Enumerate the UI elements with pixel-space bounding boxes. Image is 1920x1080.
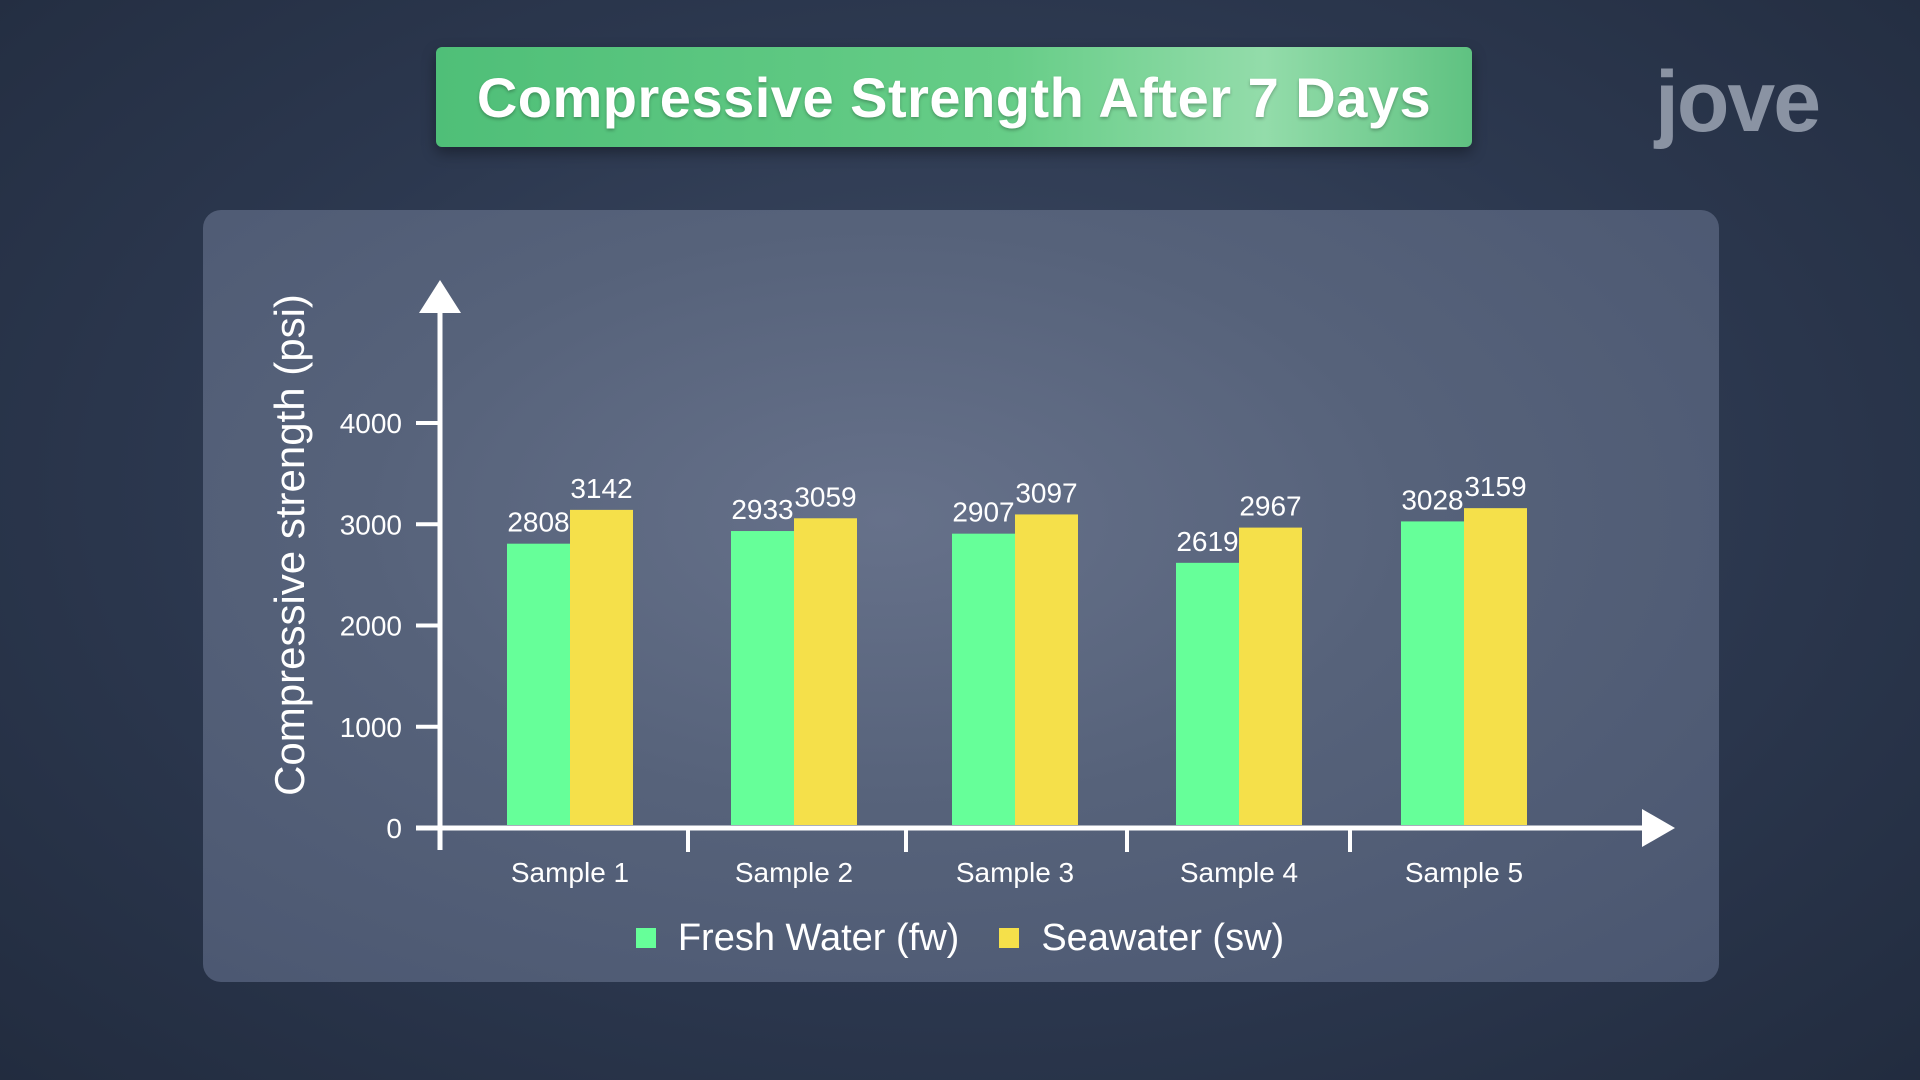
data-label-seawater-1: 3142 [570,473,632,504]
bar-fresh-water-3 [952,533,1015,825]
page-title: Compressive Strength After 7 Days [476,65,1432,129]
bar-seawater-1 [570,509,633,825]
x-tick-label-5: Sample 5 [1405,857,1523,888]
data-label-seawater-3: 3097 [1015,477,1077,508]
legend-label-seawater: Seawater (sw) [1041,916,1285,959]
legend-swatch-fresh-water [635,928,656,948]
y-tick-label-0: 0 [386,813,402,844]
x-tick-label-4: Sample 4 [1180,857,1298,888]
chart-bars [507,508,1527,825]
bar-seawater-5 [1464,508,1527,825]
logo-text: jove [1655,54,1821,150]
x-tick-label-2: Sample 2 [735,857,853,888]
bar-fresh-water-2 [731,531,794,825]
legend-item-seawater: Seawater (sw) [999,917,1284,960]
y-axis-arrow [419,280,461,313]
y-tick-label-4000: 4000 [340,408,402,439]
bar-seawater-3 [1015,514,1078,825]
data-label-seawater-4: 2967 [1239,491,1301,522]
y-tick-label-2000: 2000 [340,611,402,642]
bar-seawater-2 [794,518,857,825]
data-label-fresh-water-1: 2808 [507,507,569,538]
legend-item-fresh-water: Fresh Water (fw) [635,916,960,960]
jove-logo: jove [1655,52,1821,152]
data-label-seawater-2: 3059 [794,481,856,512]
bar-fresh-water-1 [507,543,570,825]
legend-label-fresh-water: Fresh Water (fw) [677,916,960,959]
title-banner: Compressive Strength After 7 Days [436,47,1472,147]
data-label-seawater-5: 3159 [1464,471,1526,502]
chart-legend: Fresh Water (fw) Seawater (sw) [0,910,1920,966]
y-tick-label-3000: 3000 [340,509,402,540]
data-label-fresh-water-2: 2933 [731,494,793,525]
chart-axes [416,280,1675,852]
bar-fresh-water-5 [1401,521,1464,825]
x-axis-arrow [1642,809,1675,847]
data-label-fresh-water-5: 3028 [1401,484,1463,515]
x-tick-label-3: Sample 3 [956,857,1074,888]
data-label-fresh-water-3: 2907 [952,497,1014,528]
chart-labels: 0 1000 2000 3000 4000 Compressive strength (p… [266,294,1527,888]
y-tick-label-1000: 1000 [340,712,402,743]
bar-seawater-4 [1239,527,1302,825]
x-tick-label-1: Sample 1 [511,857,629,888]
data-label-fresh-water-4: 2619 [1176,526,1238,557]
bar-fresh-water-4 [1176,562,1239,825]
y-axis-label: Compressive strength (psi) [266,294,313,796]
legend-swatch-seawater [999,928,1020,948]
